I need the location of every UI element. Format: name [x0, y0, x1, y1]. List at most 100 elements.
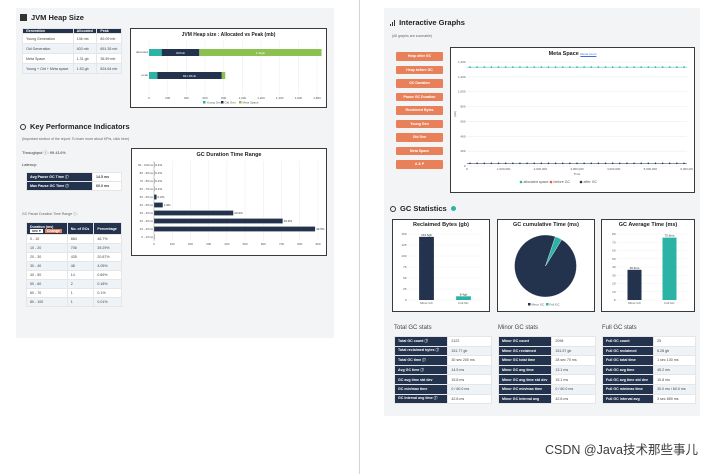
sec-select[interactable]: sec ▾	[30, 228, 43, 233]
after-gc-point	[576, 162, 578, 165]
duration-table: Duration (ms) sec ▾ Change No. of GCs Percen…	[26, 222, 122, 307]
duration-header-cell: Percentage	[93, 222, 122, 235]
kpi-heading: Key Performance Indicators	[20, 122, 130, 131]
minor-stats-title: Minor GC stats	[498, 325, 539, 331]
jvm-peak-cell: 824.64 mb	[96, 63, 122, 74]
latency-row: Max Pause GC Time ⓘ 60.0 ms	[26, 181, 123, 191]
graph-button[interactable]: Old Gen	[396, 133, 443, 142]
kpi-subtitle[interactable]: (Important section of the report. To lea…	[22, 137, 130, 141]
duration-row: 10 - 20 706 39.29%	[26, 243, 122, 253]
bar-label: 33.9%	[284, 219, 293, 223]
category-label: Full GC	[458, 301, 469, 305]
jvm-peak-cell: 691.35 mb	[96, 43, 122, 54]
y-tick-label: 150	[401, 232, 406, 236]
stats-value: 0 / 60.0 ms	[447, 383, 492, 395]
duration-header-label: Percentage	[97, 226, 117, 231]
legend-swatch	[203, 101, 206, 104]
graph-button[interactable]: Meta Space	[396, 146, 443, 155]
legend-swatch	[239, 101, 242, 104]
x-tick-label: 1,600	[295, 96, 303, 100]
info-icon[interactable]	[450, 206, 456, 211]
bar-label: 75.6ms	[665, 234, 675, 238]
after-gc-point	[647, 162, 650, 165]
legend-dot	[579, 180, 583, 184]
stats-row: Full GC min/max time 30.0 ms / 60.0 ms	[601, 383, 696, 395]
jvm-row: Young + Old + Meta space 1.53 gb 824.64 mb	[22, 63, 122, 74]
duration-range: 0 - 10	[26, 234, 68, 244]
graph-button[interactable]: Young Gen	[396, 119, 443, 128]
stats-value: 13.1 ms	[551, 364, 596, 376]
change-button[interactable]: Change	[44, 228, 62, 233]
after-gc-point	[519, 162, 521, 165]
reclaimed-chart-svg: 0 25 50 75 100 125 150 143.5gb Minor GC 8.4gb Full…	[401, 232, 482, 305]
stats-key: Minor GC reclaimed	[497, 345, 553, 357]
stats-value: 10.8 ms	[653, 374, 696, 385]
duration-count: 14	[66, 270, 95, 280]
stats-row: GC avg time std dev 15.8 ms	[393, 374, 492, 385]
graph-button[interactable]: Pause GC Duration	[396, 92, 443, 101]
after-gc-point	[540, 162, 543, 165]
average-time-chart: GC Average Time (ms) 0 10 20 30 40 50 60 70 80 36…	[601, 219, 695, 312]
after-gc-point	[569, 162, 571, 165]
bar-label: 691.35mb	[183, 74, 197, 78]
allocated-point	[504, 66, 507, 69]
graph-button[interactable]: A & P	[396, 160, 443, 169]
stats-key: Minor GC count	[497, 336, 553, 347]
stats-key: Full GC avg time std dev	[601, 374, 655, 385]
after-gc-point	[469, 162, 471, 165]
x-tick-label: 200	[165, 96, 170, 100]
after-gc-point	[619, 162, 621, 165]
stacked-bar	[161, 49, 200, 56]
graph-button[interactable]: Heap after GC	[396, 52, 443, 61]
stats-key: Minor GC min/max time	[497, 383, 553, 395]
stats-value: 6.28 gb	[653, 345, 696, 357]
jvm-alloc-cell: 136 mb	[72, 33, 98, 44]
y-tick-label: 75	[403, 265, 407, 269]
latency-label: Latency:	[22, 162, 38, 167]
stats-value: 42.8 ms	[447, 393, 492, 405]
stats-row: Minor GC total time 28 sec 70 ms	[497, 355, 596, 366]
stacked-bar	[149, 72, 158, 79]
bar-label: 8.4gb	[460, 292, 468, 296]
stats-value: 15.8 ms	[447, 374, 492, 385]
stats-key: Full GC avg time	[601, 364, 655, 376]
allocated-point	[497, 66, 500, 69]
duration-range: 10 - 20	[26, 243, 68, 253]
after-gc-point	[590, 162, 593, 165]
reset-zoom-link[interactable]: Reset zoom	[580, 52, 597, 56]
latency-value: 60.0 ms	[91, 181, 123, 191]
x-tick-label: 0	[466, 167, 468, 171]
allocated-point	[568, 66, 571, 69]
jvm-alloc-cell: 1.53 gb	[72, 63, 98, 74]
y-tick-label: 600	[460, 119, 465, 123]
graphs-heading: Interactive Graphs	[390, 18, 465, 27]
stats-row: Full GC count 25	[601, 336, 696, 347]
duration-header-cell: No. of GCs	[66, 222, 95, 235]
x-tick-label: 800	[221, 96, 226, 100]
stacked-bar	[157, 72, 222, 79]
stats-key: Minor GC total time	[497, 355, 553, 366]
jvm-row: Old Generation 403 mb 691.35 mb	[22, 43, 122, 54]
category-label: Minor GC	[628, 301, 642, 305]
duration-row: 20 - 30 435 20.87%	[26, 252, 122, 262]
graph-button[interactable]: GC Duration	[396, 79, 443, 88]
graph-button[interactable]: Reclaimed Bytes	[396, 106, 443, 115]
jvm-heap-table: Generation Allocated Peak Young Generation 1…	[22, 28, 122, 74]
duration-pct: 0.01%	[93, 297, 122, 307]
stats-key: Avg GC time ⓘ	[393, 364, 449, 376]
allocated-point	[554, 66, 557, 69]
graph-button[interactable]: Heap before GC	[396, 65, 443, 74]
y-axis-label: (mb)	[453, 111, 457, 117]
bar-label: 1.9%	[164, 203, 171, 207]
stats-key: Total GC time ⓘ	[393, 355, 449, 366]
stats-value: 45.2 ms	[653, 364, 696, 376]
allocated-point	[519, 66, 521, 69]
bar-label: 0.1%	[155, 171, 162, 175]
bar-label: 0.1%	[155, 187, 162, 191]
after-gc-point	[483, 162, 486, 165]
jvm-gen-cell: Meta Space	[22, 53, 74, 64]
duration-count: 435	[66, 252, 95, 262]
allocated-point	[469, 66, 471, 69]
y-tick-label: 100	[401, 254, 406, 258]
category-label: allocated	[136, 50, 148, 54]
